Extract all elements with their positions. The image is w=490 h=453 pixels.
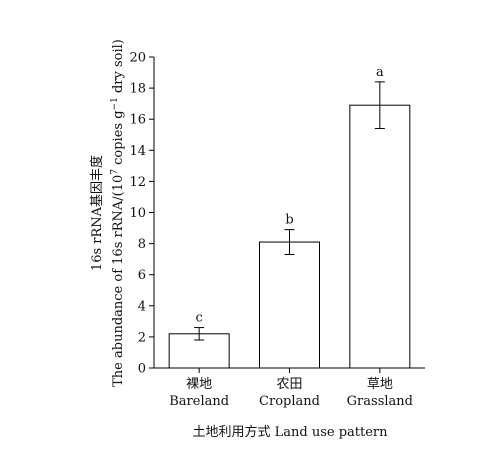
y-tick-label: 0 (138, 362, 146, 377)
y-tick-label: 6 (138, 268, 146, 283)
y-axis-title-part: dry soil) (111, 39, 126, 97)
y-tick-label: 18 (129, 82, 146, 97)
significance-label: a (376, 65, 384, 80)
x-category-label-cn: 农田 (276, 377, 302, 392)
y-tick-label: 14 (129, 144, 146, 159)
y-axis-title-part: The abundance of 16s rRNA/(10 (111, 175, 126, 387)
bar-cropland (259, 241, 320, 369)
y-tick-label: 16 (129, 113, 146, 128)
x-category-label-en: Bareland (169, 394, 229, 409)
y-tick-label: 20 (129, 51, 146, 66)
y-tick-label: 2 (138, 330, 146, 345)
x-category-label-en: Cropland (259, 394, 320, 409)
y-axis-title-cn: 16s rRNA基因丰度 (89, 155, 105, 271)
x-category-label-en: Grassland (347, 394, 413, 409)
significance-label: b (285, 213, 293, 228)
x-category-label-cn: 裸地 (186, 377, 212, 392)
bars (168, 81, 411, 369)
x-category-label-cn: 草地 (367, 377, 393, 392)
y-tick-label: 4 (138, 299, 146, 314)
bar-bareland (168, 333, 230, 369)
y-axis-title-part: copies g (111, 110, 126, 169)
y-tick-label: 8 (138, 237, 146, 252)
y-axis-title-superscript: −1 (110, 97, 120, 110)
significance-label: c (196, 311, 203, 326)
y-tick-label: 10 (129, 206, 146, 221)
labels: 0 2 4 6 8 10 12 14 16 18 20 c 裸地 Bareland b 农田 Cropland a… (129, 51, 413, 410)
y-axis-title-superscript: 7 (110, 169, 120, 175)
x-axis-title: 土地利用方式 Land use pattern (192, 424, 388, 440)
bar-grassland (349, 104, 411, 369)
y-axis-title-en: The abundance of 16s rRNA/(107 copies g−… (110, 39, 126, 387)
y-tick-label: 12 (129, 175, 146, 190)
